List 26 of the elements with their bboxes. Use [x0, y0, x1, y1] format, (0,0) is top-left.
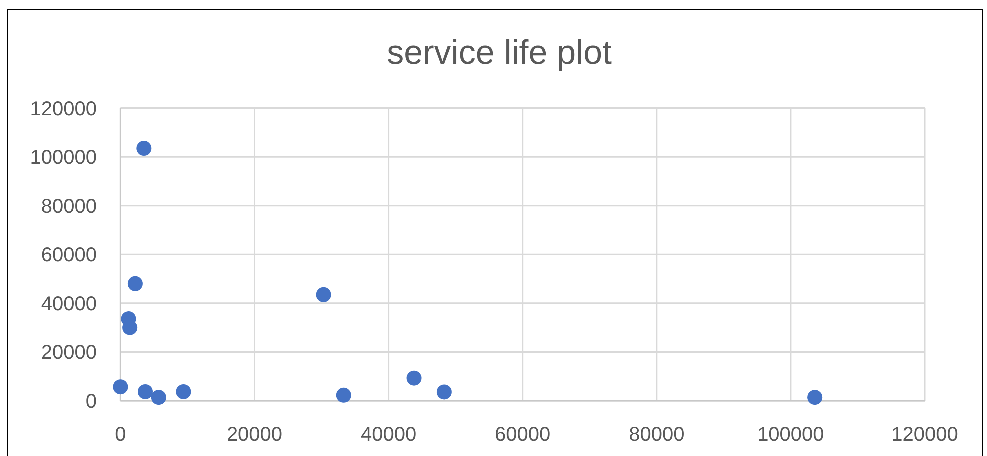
point	[113, 380, 128, 395]
y-tick-label: 40000	[41, 293, 97, 316]
x-tick-label: 100000	[758, 424, 824, 446]
point	[336, 388, 352, 403]
chart-title: service life plot	[387, 34, 612, 72]
y-tick-label: 0	[86, 391, 97, 413]
point	[316, 287, 332, 302]
point	[406, 370, 422, 386]
point	[436, 384, 452, 400]
point	[808, 390, 823, 406]
x-tick-label: 40000	[360, 424, 417, 446]
point	[136, 141, 152, 156]
y-tick-label: 80000	[41, 196, 97, 218]
point	[138, 384, 153, 400]
x-tick-label: 120000	[892, 424, 958, 446]
y-tick-label: 60000	[41, 244, 97, 267]
x-tick-label: 60000	[495, 424, 551, 446]
point	[176, 384, 192, 400]
x-tick-label: 20000	[226, 424, 283, 446]
x-tick-label: 0	[115, 424, 126, 446]
point	[128, 276, 143, 292]
y-tick-label: 100000	[30, 147, 97, 170]
point	[151, 390, 166, 406]
x-tick-label: 80000	[629, 424, 685, 446]
y-tick-label: 120000	[30, 98, 97, 120]
y-tick-label: 20000	[41, 342, 97, 364]
